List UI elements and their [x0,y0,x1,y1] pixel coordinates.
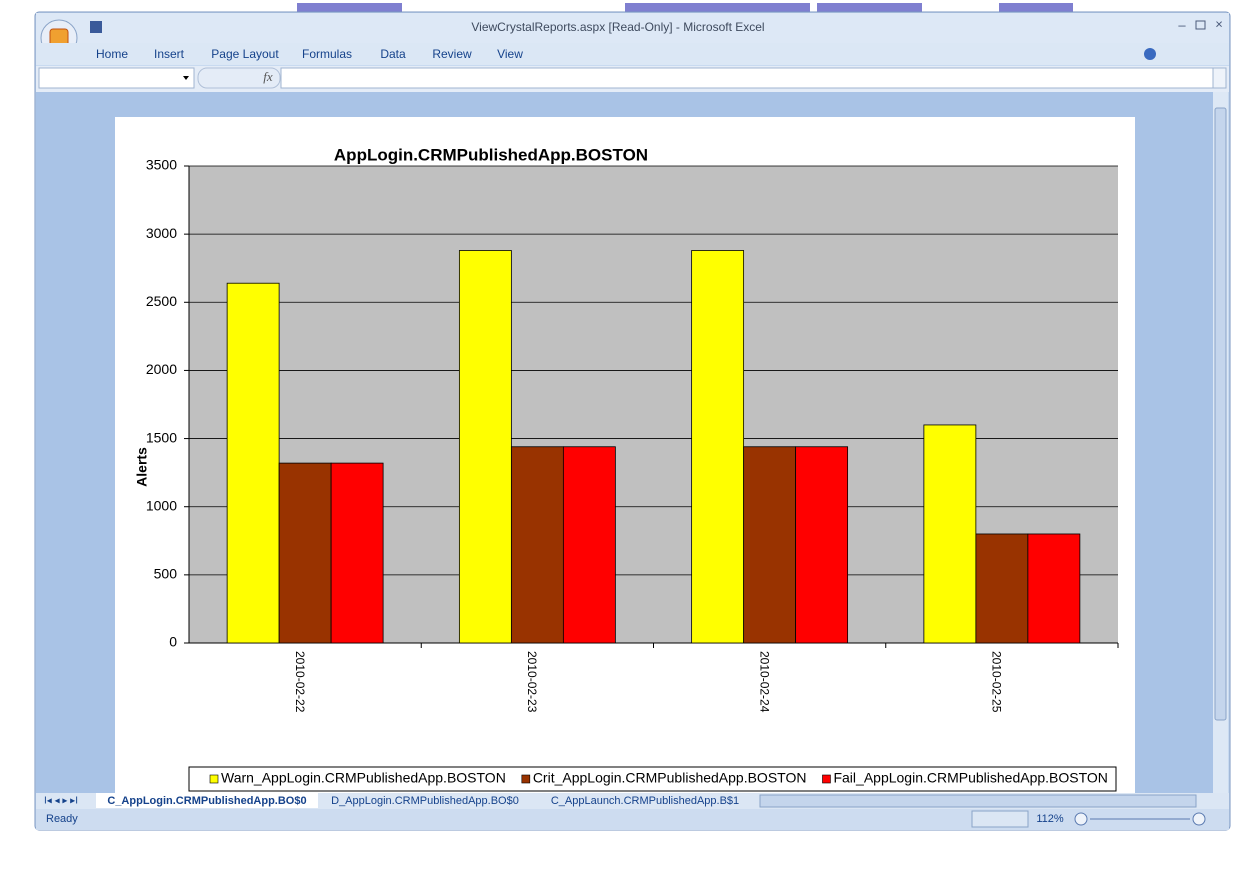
y-tick-label: 2000 [146,361,177,377]
active-sheet-tab[interactable] [96,793,318,808]
legend-swatch [209,774,219,784]
legend-swatch [521,774,531,784]
close-button[interactable]: × [1215,16,1223,31]
y-tick-label: 1500 [146,429,177,445]
y-tick-label: 3500 [146,157,177,173]
view-buttons[interactable] [971,810,1029,828]
chart-title: AppLogin.CRMPublishedApp.BOSTON [334,145,648,164]
name-box-arrow [183,76,189,80]
x-tick-label: 2010-02-22 [293,651,307,713]
bar [1027,533,1081,644]
help-button[interactable] [1144,48,1156,60]
bar [562,446,616,644]
x-tick-label: 2010-02-23 [525,651,539,713]
fx-button[interactable]: fx [263,69,273,84]
horizontal-scrollbar[interactable] [759,794,1197,808]
ribbon-tab[interactable]: Data [380,47,406,61]
y-tick-label: 3000 [146,225,177,241]
bg-button [817,3,922,13]
legend-label: Crit_AppLogin.CRMPublishedApp.BOSTON [533,770,807,786]
bar [226,282,280,644]
maximize-button[interactable] [1195,20,1206,30]
ribbon-tabs [36,43,1229,65]
bar [795,446,849,644]
ribbon-tab[interactable]: View [497,47,523,61]
name-box[interactable] [38,67,195,89]
bar [743,446,797,644]
y-axis-label: Alerts [134,447,150,487]
x-tick-label: 2010-02-24 [757,651,771,713]
formula-buttons [197,67,281,89]
ribbon-tab[interactable]: Formulas [302,47,352,61]
x-tick-label: 2010-02-25 [990,651,1004,713]
status-bar [36,809,1229,830]
bar [923,424,977,644]
y-tick-label: 1000 [146,497,177,513]
legend-swatch [822,774,831,784]
window-title: ViewCrystalReports.aspx [Read-Only] - Mi… [471,20,764,34]
y-tick-label: 500 [154,566,178,582]
bar [691,250,745,644]
title-bar [36,13,1229,43]
y-tick-label: 0 [169,634,177,650]
sheet-tab[interactable]: C_AppLogin.CRMPublishedApp.BO$0 [107,795,306,807]
bg-button [999,3,1073,13]
legend-label: Warn_AppLogin.CRMPublishedApp.BOSTON [221,770,506,786]
bar [278,462,332,644]
ribbon-tab[interactable]: Review [432,47,472,61]
status-text: Ready [46,813,78,825]
chart: AppLogin.CRMPublishedApp.BOSTON Alerts 0… [134,145,1119,792]
bar [975,533,1029,644]
tab-nav[interactable]: I◂ ◂ ▸ ▸I [44,796,78,807]
legend [188,766,1117,792]
ribbon-tab[interactable]: Home [96,47,128,61]
bg-button [625,3,810,13]
sheet-tab[interactable]: D_AppLogin.CRMPublishedApp.BO$0 [331,795,519,807]
scroll-thumb[interactable] [1214,107,1227,721]
y-tick-label: 2500 [146,293,177,309]
formula-input[interactable] [280,67,1214,89]
sheet-tab[interactable]: C_AppLaunch.CRMPublishedApp.B$1 [551,795,739,807]
legend-label: Fail_AppLogin.CRMPublishedApp.BOSTON [833,770,1107,786]
ribbon-tab[interactable]: Page Layout [211,47,279,61]
bar [458,250,512,644]
expand-formula[interactable] [1212,67,1227,89]
ribbon-tab[interactable]: Insert [154,47,185,61]
bar [330,462,384,644]
minimize-button[interactable]: – [1178,17,1186,32]
bg-button [297,3,402,13]
zoom-level[interactable]: 112% [1036,813,1064,825]
zoom-in[interactable] [1192,812,1206,826]
save-icon[interactable] [90,21,102,33]
zoom-out[interactable] [1074,812,1088,826]
bar [510,446,564,644]
